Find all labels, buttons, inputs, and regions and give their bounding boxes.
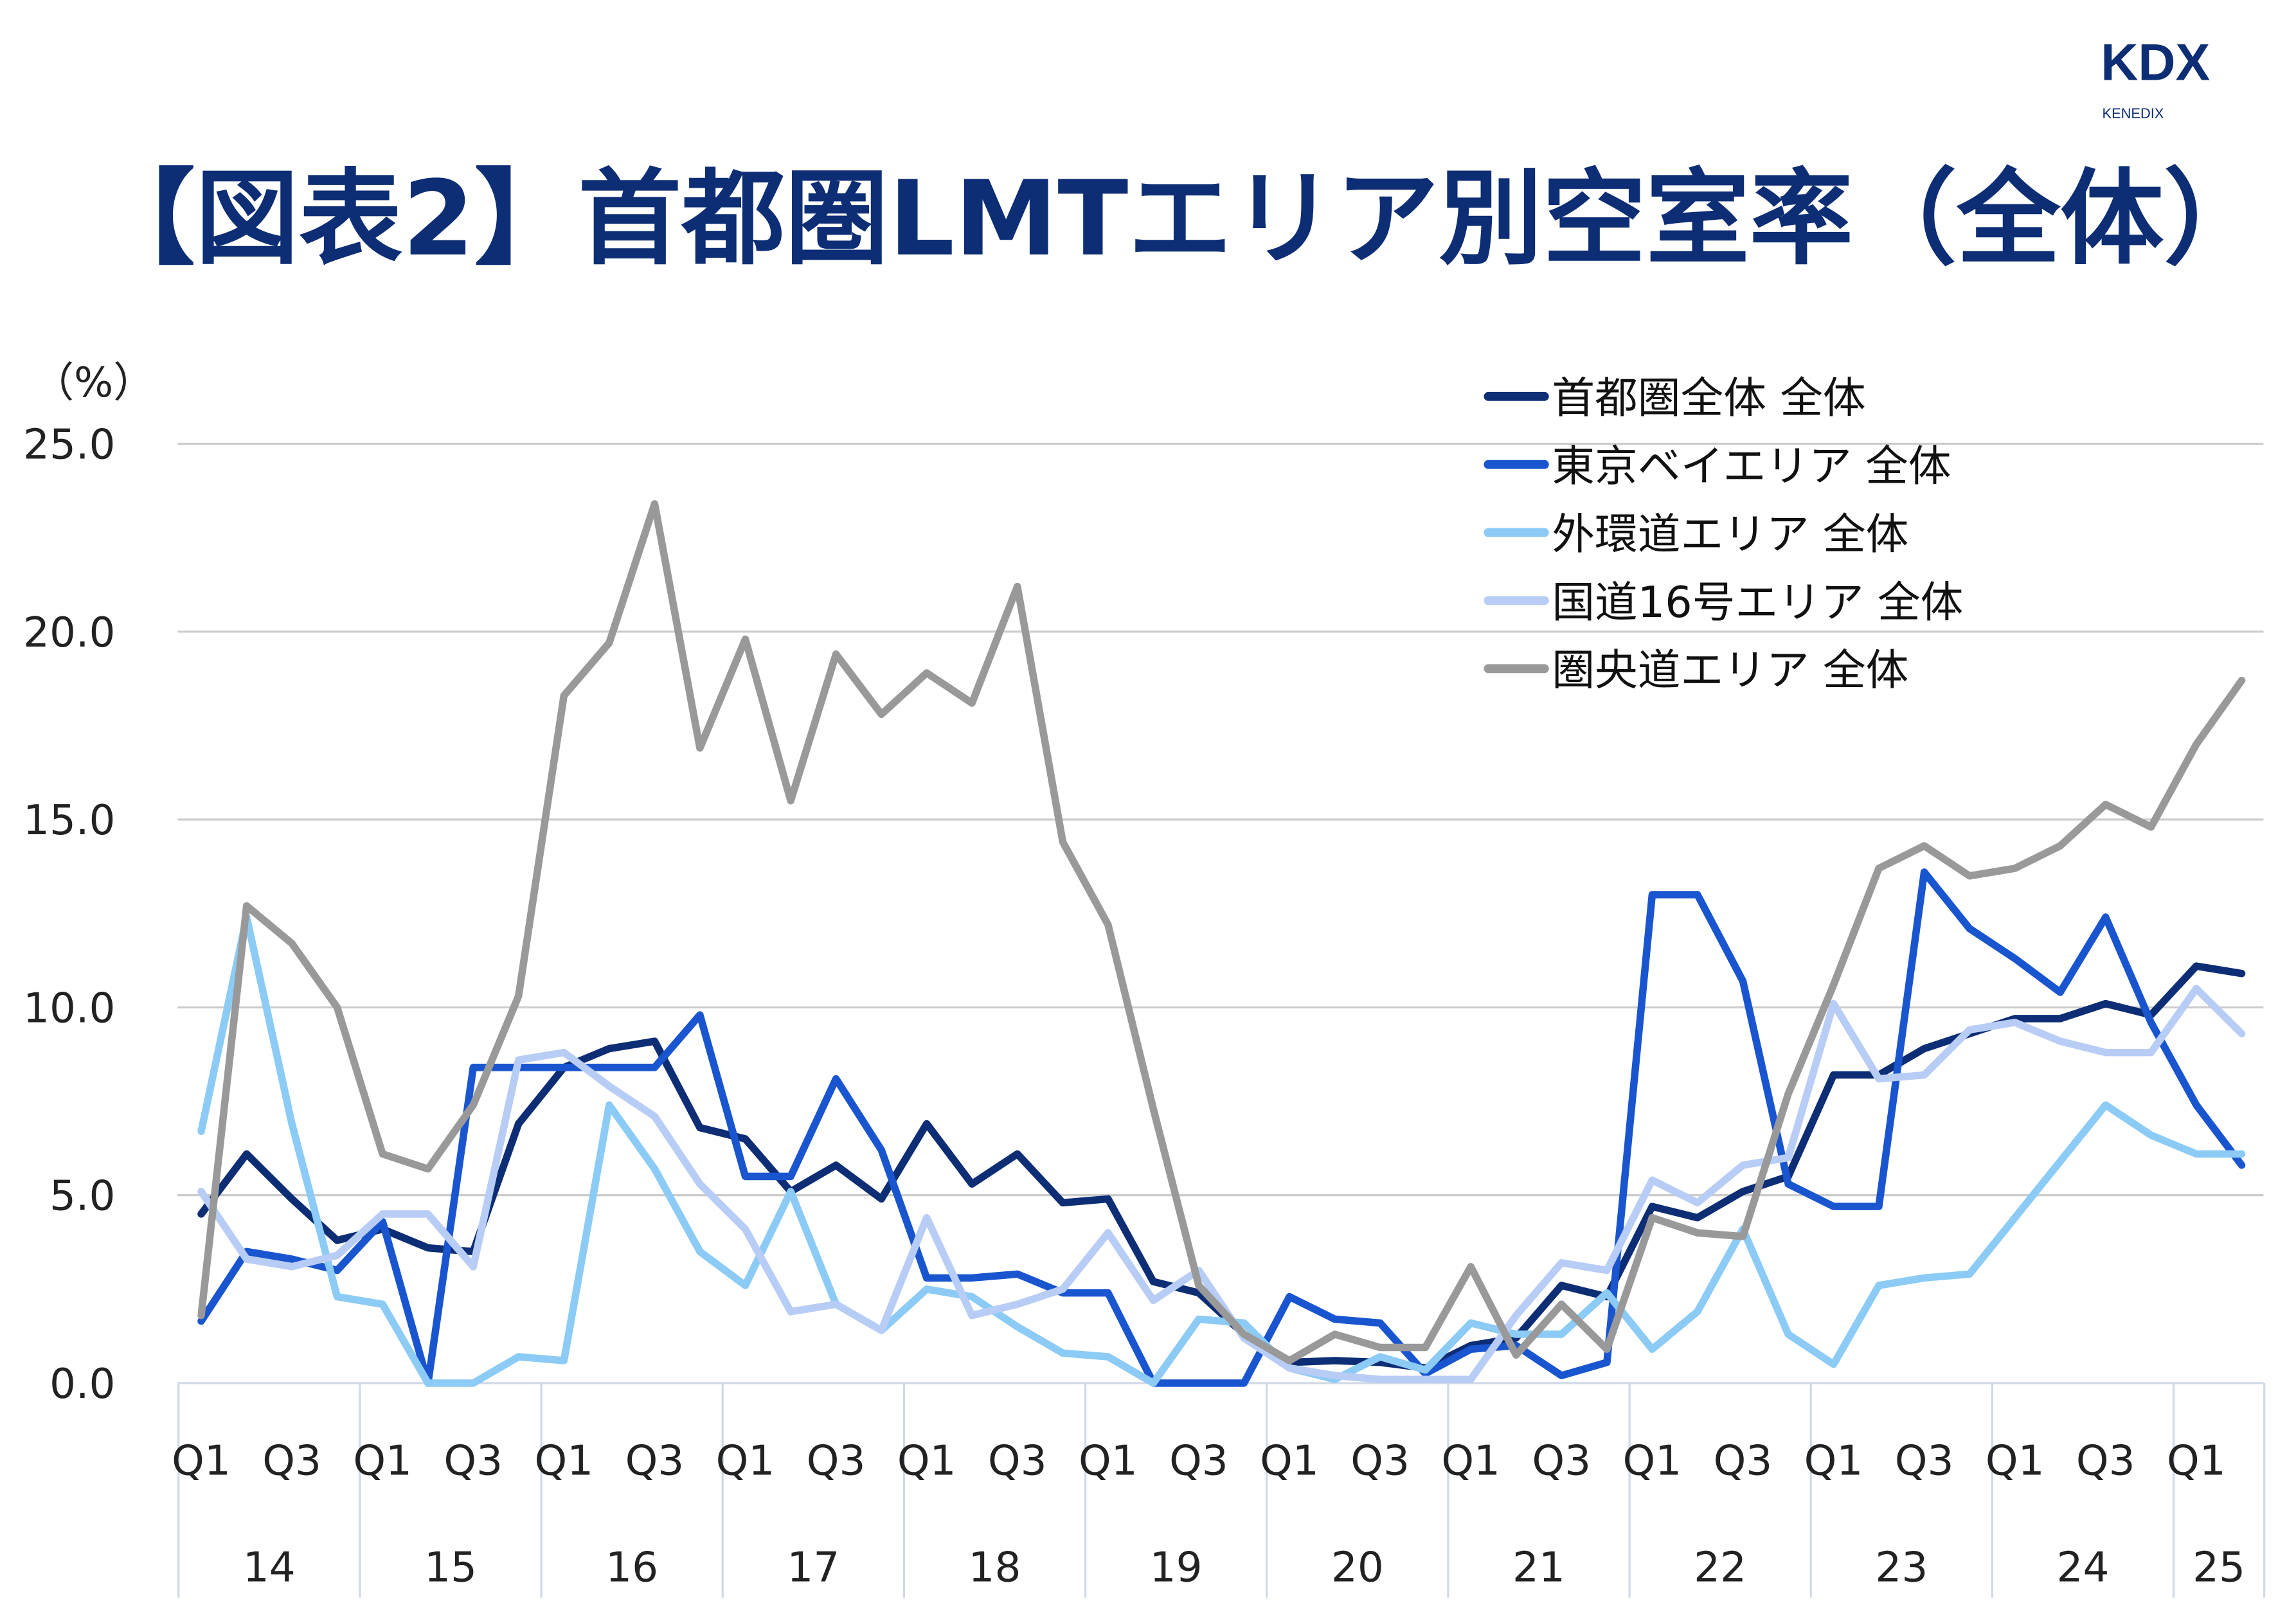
kdx-logo: KDX KENEDIX	[2101, 33, 2210, 121]
y-tick-label: 15.0	[23, 796, 115, 845]
x-tick-quarter: Q1	[1079, 1437, 1138, 1485]
page-title: 【図表2】首都圏LMTエリア別空室率（全体）	[92, 158, 2268, 279]
x-tick-quarter: Q1	[1804, 1437, 1863, 1485]
x-tick-year: 21	[1512, 1543, 1565, 1591]
x-tick-year: 16	[605, 1543, 658, 1591]
logo-main: KDX	[2101, 33, 2210, 91]
x-tick-quarter: Q3	[1895, 1437, 1954, 1485]
x-tick-quarter: Q1	[1260, 1437, 1319, 1485]
x-tick-quarter: Q3	[807, 1437, 866, 1485]
x-tick-quarter: Q3	[2076, 1437, 2135, 1485]
legend-item: 圏央道エリア 全体	[1484, 645, 1908, 695]
x-tick-year: 18	[969, 1543, 1021, 1591]
x-tick-quarter: Q1	[2167, 1437, 2226, 1485]
series-lines	[197, 500, 2246, 1387]
x-tick-quarter: Q3	[1169, 1437, 1228, 1485]
series-line-4	[197, 985, 2246, 1383]
x-tick-quarter: Q3	[625, 1437, 685, 1485]
y-tick-label: 25.0	[23, 420, 115, 469]
legend-label: 国道16号エリア 全体	[1552, 577, 1963, 627]
legend-label: 首都圏全体 全体	[1552, 373, 1865, 423]
y-tick-label: 20.0	[23, 609, 115, 657]
series-line-5	[197, 500, 2246, 1364]
legend-label: 東京ベイエリア 全体	[1552, 441, 1951, 491]
series-line-3	[197, 913, 2246, 1387]
y-tick-label: 0.0	[49, 1360, 115, 1408]
x-tick-quarter: Q1	[1441, 1437, 1500, 1485]
x-tick-year: 14	[243, 1543, 296, 1591]
x-tick-year: 19	[1150, 1543, 1203, 1591]
x-tick-quarter: Q1	[534, 1437, 593, 1485]
legend-item: 東京ベイエリア 全体	[1484, 441, 1951, 491]
legend-label: 外環道エリア 全体	[1552, 509, 1908, 559]
legend-item: 国道16号エリア 全体	[1484, 577, 1963, 627]
legend-label: 圏央道エリア 全体	[1552, 645, 1908, 695]
x-tick-quarter: Q1	[353, 1437, 412, 1485]
x-tick-year: 25	[2193, 1543, 2245, 1591]
x-tick-year: 22	[1694, 1543, 1746, 1591]
x-tick-quarter: Q1	[1986, 1437, 2045, 1485]
x-tick-quarter: Q3	[1714, 1437, 1773, 1485]
series-line-2	[197, 868, 2246, 1387]
x-tick-quarter: Q3	[988, 1437, 1047, 1485]
x-tick-quarter: Q1	[1623, 1437, 1682, 1485]
legend-item: 首都圏全体 全体	[1484, 373, 1866, 423]
y-axis-unit: （%）	[33, 359, 155, 407]
logo-sub: KENEDIX	[2102, 105, 2164, 121]
y-tick-label: 5.0	[49, 1172, 115, 1221]
y-tick-labels: 0.0 5.0 10.0 15.0 20.0 25.0	[23, 420, 115, 1408]
x-tick-quarter: Q1	[716, 1437, 775, 1485]
x-tick-year: 20	[1331, 1543, 1384, 1591]
x-tick-quarter: Q1	[897, 1437, 956, 1485]
legend-item: 外環道エリア 全体	[1484, 509, 1908, 559]
x-tick-year: 24	[2057, 1543, 2110, 1591]
x-tick-year: 17	[787, 1543, 839, 1591]
y-tick-label: 10.0	[23, 984, 115, 1032]
x-axis: Q1 Q3 Q1 Q3 Q1 Q3 Q1 Q3 Q1 Q3 Q1 Q3 Q1 Q3 Q1 Q3 Q1 Q3 Q1 Q3…	[172, 1382, 2266, 1598]
x-tick-quarter: Q1	[172, 1437, 231, 1485]
x-tick-quarter: Q3	[444, 1437, 503, 1485]
gridlines	[177, 442, 2264, 1384]
x-tick-quarter: Q3	[1532, 1437, 1591, 1485]
x-tick-year: 15	[424, 1543, 477, 1591]
x-tick-quarter: Q3	[1350, 1437, 1410, 1485]
x-tick-year: 23	[1875, 1543, 1928, 1591]
x-tick-quarter: Q3	[262, 1437, 321, 1485]
